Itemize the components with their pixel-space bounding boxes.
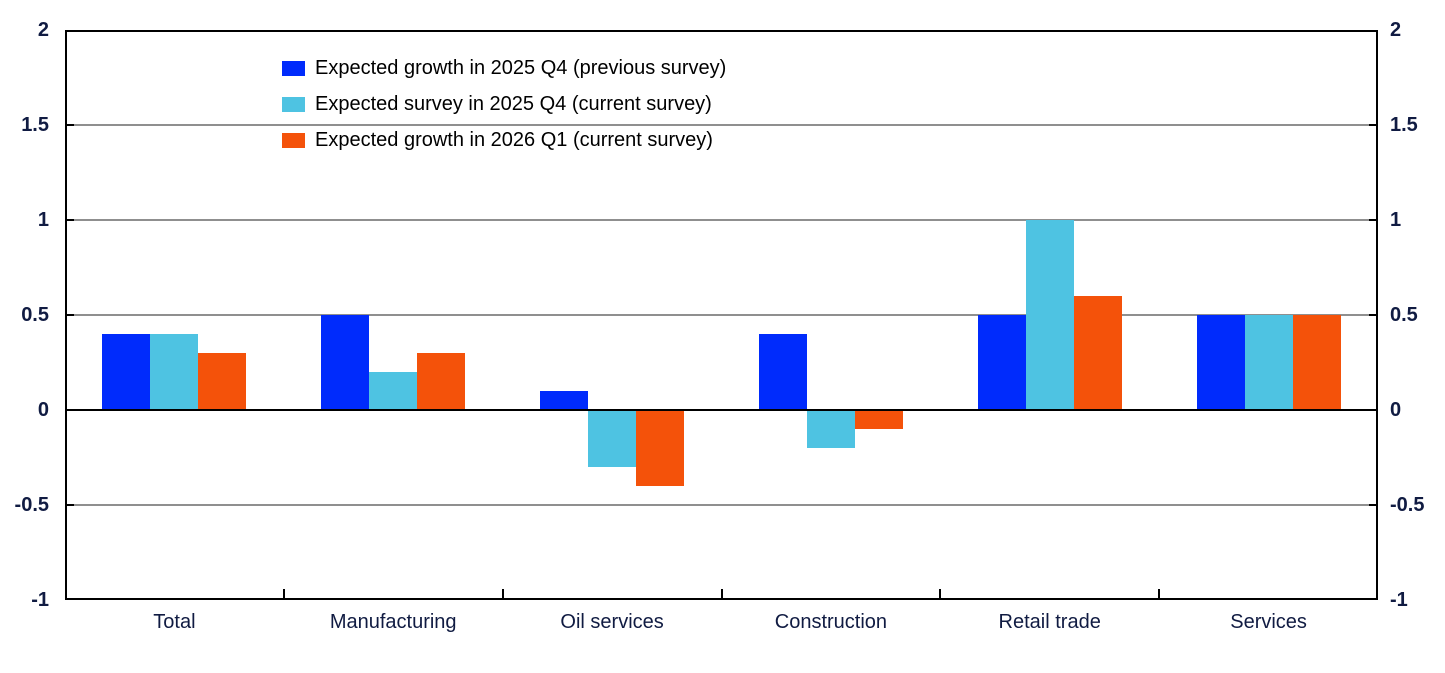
y-tick-label: 1.5 bbox=[21, 114, 49, 136]
gridline bbox=[65, 504, 1378, 506]
gridline bbox=[65, 219, 1378, 221]
bar-retail-trade-s2 bbox=[1025, 220, 1074, 410]
y-tick-mark bbox=[65, 124, 74, 126]
y-tick-mark bbox=[1369, 314, 1378, 316]
y-tick-label: 2 bbox=[37, 19, 49, 41]
bar-manufacturing-s2 bbox=[369, 372, 418, 410]
y-tick-label: -1 bbox=[1390, 589, 1408, 611]
bar-services-s3 bbox=[1292, 315, 1341, 410]
bar-oil-services-s1 bbox=[540, 391, 589, 410]
bar-retail-trade-s1 bbox=[977, 315, 1026, 410]
bar-construction-s2 bbox=[806, 410, 855, 448]
bar-services-s2 bbox=[1244, 315, 1293, 410]
y-tick-label: 0 bbox=[37, 399, 49, 421]
x-tick-mark bbox=[720, 589, 723, 599]
y-tick-label: 0 bbox=[1390, 399, 1402, 421]
x-tick-mark bbox=[939, 589, 942, 599]
legend-item: Expected growth in 2026 Q1 (current surv… bbox=[282, 127, 726, 153]
bar-construction-s3 bbox=[854, 410, 903, 429]
y-tick-label: -0.5 bbox=[1390, 494, 1425, 516]
legend-label: Expected survey in 2025 Q4 (current surv… bbox=[315, 92, 712, 115]
y-tick-mark bbox=[65, 409, 74, 411]
y-tick-label: 1.5 bbox=[1390, 114, 1418, 136]
bar-total-s2 bbox=[150, 334, 199, 410]
y-tick-mark bbox=[1369, 504, 1378, 506]
bar-total-s1 bbox=[102, 334, 151, 410]
y-tick-mark bbox=[1369, 219, 1378, 221]
zero-line bbox=[65, 409, 1378, 411]
y-tick-mark bbox=[65, 314, 74, 316]
x-tick-mark bbox=[1158, 589, 1161, 599]
y-tick-label: 0.5 bbox=[21, 304, 49, 326]
category-label: Retail trade bbox=[998, 611, 1101, 633]
legend-swatch-series2 bbox=[282, 96, 305, 112]
gridline bbox=[65, 124, 1378, 126]
legend-item: Expected survey in 2025 Q4 (current surv… bbox=[282, 91, 726, 117]
legend: Expected growth in 2025 Q4 (previous sur… bbox=[282, 55, 726, 153]
y-tick-label: -0.5 bbox=[14, 494, 49, 516]
x-tick-mark bbox=[501, 589, 504, 599]
bar-manufacturing-s1 bbox=[321, 315, 370, 410]
legend-swatch-series1 bbox=[282, 60, 305, 76]
category-label: Manufacturing bbox=[329, 611, 457, 633]
y-tick-mark bbox=[1369, 124, 1378, 126]
x-tick-mark bbox=[282, 589, 285, 599]
bar-oil-services-s3 bbox=[636, 410, 685, 486]
y-tick-label: 1 bbox=[37, 209, 49, 231]
bar-oil-services-s2 bbox=[588, 410, 637, 467]
legend-item: Expected growth in 2025 Q4 (previous sur… bbox=[282, 55, 726, 81]
bar-retail-trade-s3 bbox=[1073, 296, 1122, 410]
bar-construction-s1 bbox=[758, 334, 807, 410]
legend-swatch-series3 bbox=[282, 132, 305, 148]
category-label: Total bbox=[153, 611, 196, 633]
y-tick-mark bbox=[1369, 409, 1378, 411]
bar-manufacturing-s3 bbox=[417, 353, 466, 410]
category-label: Oil services bbox=[560, 611, 664, 633]
y-tick-label: 2 bbox=[1390, 19, 1402, 41]
legend-label: Expected growth in 2026 Q1 (current surv… bbox=[315, 128, 713, 151]
y-tick-mark bbox=[65, 504, 74, 506]
category-label: Construction bbox=[774, 611, 888, 633]
legend-label: Expected growth in 2025 Q4 (previous sur… bbox=[315, 56, 727, 79]
gridline bbox=[65, 314, 1378, 316]
y-tick-mark bbox=[65, 219, 74, 221]
bar-total-s3 bbox=[198, 353, 247, 410]
bar-services-s1 bbox=[1196, 315, 1245, 410]
y-tick-label: -1 bbox=[31, 589, 49, 611]
y-tick-label: 0.5 bbox=[1390, 304, 1418, 326]
category-label: Services bbox=[1230, 611, 1307, 633]
y-tick-label: 1 bbox=[1390, 209, 1402, 231]
